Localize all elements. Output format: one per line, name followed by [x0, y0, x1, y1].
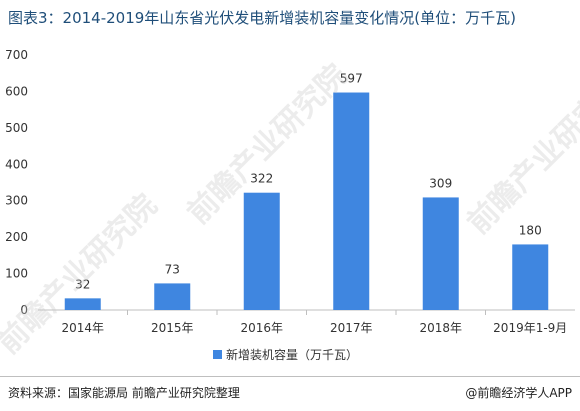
x-tick-label: 2014年	[61, 321, 104, 335]
bar	[154, 283, 191, 310]
data-label: 180	[519, 223, 542, 237]
x-tick-label: 2017年	[330, 321, 373, 335]
x-tick-label: 2019年1-9月	[493, 321, 567, 335]
bar	[333, 92, 370, 311]
bars: 32 73 322 597 309 180	[64, 72, 549, 311]
legend-label: 新增装机容量（万千瓦）	[226, 347, 358, 362]
x-tick-label: 2015年	[151, 321, 194, 335]
data-label: 309	[429, 176, 452, 190]
y-tick-label: 600	[5, 84, 28, 98]
bar	[64, 298, 101, 310]
data-label: 322	[250, 172, 273, 186]
bar	[243, 192, 280, 310]
y-tick-label: 0	[20, 303, 28, 317]
axes: 0 100 200 300 400 500 600 700 2014年 2015年 2016年 201…	[5, 48, 575, 335]
credit-note: @前瞻经济学人APP	[465, 386, 572, 400]
bar	[422, 197, 459, 310]
bar	[512, 244, 549, 310]
y-tick-label: 700	[5, 48, 28, 62]
x-tick-label: 2016年	[240, 321, 283, 335]
x-tick-label: 2018年	[419, 321, 462, 335]
chart-title: 图表3：2014-2019年山东省光伏发电新增装机容量变化情况(单位：万千瓦)	[8, 9, 517, 27]
y-tick-label: 400	[5, 157, 28, 171]
data-label: 597	[340, 72, 363, 86]
y-tick-label: 500	[5, 121, 28, 135]
y-tick-label: 300	[5, 194, 28, 208]
data-label: 73	[165, 262, 180, 276]
legend-swatch	[213, 350, 222, 359]
source-note: 资料来源：国家能源局 前瞻产业研究院整理	[8, 386, 240, 400]
footer-divider	[0, 376, 580, 377]
legend: 新增装机容量（万千瓦）	[213, 347, 358, 362]
y-tick-label: 200	[5, 230, 28, 244]
y-tick-label: 100	[5, 267, 28, 281]
data-label: 32	[75, 277, 90, 291]
